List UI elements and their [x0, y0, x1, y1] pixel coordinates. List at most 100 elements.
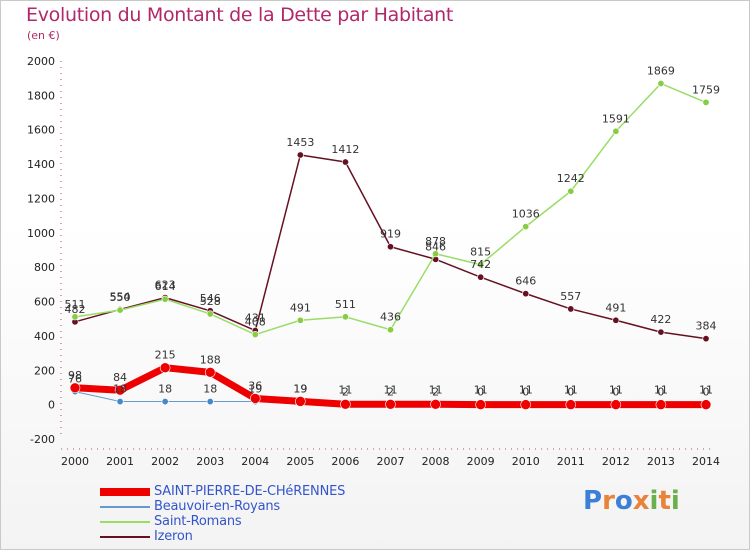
data-point: [520, 399, 532, 410]
data-point: [251, 331, 259, 339]
data-point: [612, 127, 620, 135]
x-tick-label: 2010: [512, 455, 540, 468]
data-point: [386, 243, 394, 251]
data-label: 11: [338, 384, 352, 397]
data-point: [296, 151, 304, 159]
data-label: 18: [158, 383, 172, 396]
data-label: 11: [474, 384, 488, 397]
data-label: 1591: [602, 112, 630, 125]
x-tick-label: 2005: [286, 455, 314, 468]
proxiti-logo: Proxiti: [583, 486, 680, 516]
y-tick-label: 1800: [27, 89, 55, 102]
legend-item: Izeron: [100, 529, 345, 544]
x-tick-label: 2001: [106, 455, 134, 468]
y-tick-label: 1000: [27, 227, 55, 240]
data-label: 11: [609, 384, 623, 397]
data-label: 846: [425, 240, 446, 253]
chart-title: Evolution du Montant de la Dette par Hab…: [26, 4, 454, 26]
data-label: 614: [155, 280, 176, 293]
data-point: [432, 250, 440, 258]
data-point: [249, 393, 261, 404]
x-tick-label: 2009: [467, 455, 495, 468]
data-point: [477, 273, 485, 281]
data-label: 623: [155, 279, 176, 292]
data-label: 554: [110, 290, 131, 303]
data-label: 431: [245, 312, 266, 325]
data-point: [114, 384, 126, 396]
data-label: 491: [290, 301, 311, 314]
data-point: [341, 158, 349, 166]
x-tick-label: 2013: [647, 455, 675, 468]
x-tick-label: 2000: [61, 455, 89, 468]
data-label: 11: [564, 384, 578, 397]
data-label: 11: [384, 384, 398, 397]
y-tick-label: 0: [48, 399, 55, 412]
data-point: [116, 398, 124, 406]
x-tick-label: 2002: [151, 455, 179, 468]
data-point: [657, 328, 665, 336]
data-label: 76: [68, 373, 82, 386]
data-point: [206, 310, 214, 318]
data-point: [565, 399, 577, 410]
x-tick-label: 2014: [692, 455, 720, 468]
y-tick-label: -200: [30, 433, 55, 446]
data-label: 84: [113, 371, 127, 384]
y-tick-label: 1200: [27, 192, 55, 205]
data-point: [159, 362, 171, 373]
data-label: 550: [110, 291, 131, 304]
data-label: 0: [612, 386, 619, 399]
data-point: [702, 335, 710, 343]
data-point: [341, 313, 349, 321]
x-tick-label: 2006: [331, 455, 359, 468]
x-tick-label: 2008: [422, 455, 450, 468]
legend-label: Izeron: [154, 529, 193, 544]
data-point: [69, 382, 81, 394]
data-label: 546: [200, 292, 221, 305]
data-label: 511: [65, 298, 86, 311]
data-label: 815: [470, 246, 491, 259]
x-tick-label: 2011: [557, 455, 585, 468]
x-tick-label: 2007: [377, 455, 405, 468]
data-point: [385, 398, 396, 410]
data-label: 422: [650, 313, 671, 326]
data-point: [522, 223, 530, 231]
data-label: 0: [567, 386, 574, 399]
data-point: [206, 398, 214, 406]
x-tick-label: 2004: [241, 455, 269, 468]
data-label: 1453: [286, 136, 314, 149]
data-point: [612, 316, 620, 324]
x-tick-label: 2012: [602, 455, 630, 468]
data-label: 18: [203, 383, 217, 396]
data-label: 1242: [557, 172, 585, 185]
legend-label: SAINT-PIERRE-DE-CHéRENNES: [154, 484, 346, 499]
data-label: 742: [470, 258, 491, 271]
legend-item: Saint-Romans: [100, 514, 345, 529]
data-label: 98: [68, 369, 82, 382]
data-point: [161, 295, 169, 303]
y-tick-label: 1600: [27, 124, 55, 137]
data-label: 36: [248, 379, 262, 392]
legend-label: Beauvoir-en-Royans: [154, 499, 280, 514]
data-label: 215: [155, 349, 176, 362]
legend-item: Beauvoir-en-Royans: [100, 499, 345, 514]
chart-subtitle: (en €): [27, 29, 60, 42]
data-label: 0: [703, 386, 710, 399]
data-point: [702, 98, 710, 106]
data-point: [567, 305, 575, 313]
data-label: 2: [342, 385, 349, 398]
data-label: 919: [380, 228, 401, 241]
data-label: 18: [113, 383, 127, 396]
legend-swatch: [100, 520, 150, 523]
legend: SAINT-PIERRE-DE-CHéRENNES Beauvoir-en-Roy…: [100, 484, 345, 544]
y-tick-label: 2000: [27, 55, 55, 68]
data-label: 0: [522, 386, 529, 399]
data-label: 11: [429, 384, 443, 397]
data-point: [657, 80, 665, 88]
data-point: [296, 316, 304, 324]
legend-swatch: [100, 535, 150, 538]
y-tick-label: 600: [34, 296, 55, 309]
data-label: 408: [245, 316, 266, 329]
legend-label: Saint-Romans: [154, 514, 242, 529]
data-label: 0: [477, 386, 484, 399]
